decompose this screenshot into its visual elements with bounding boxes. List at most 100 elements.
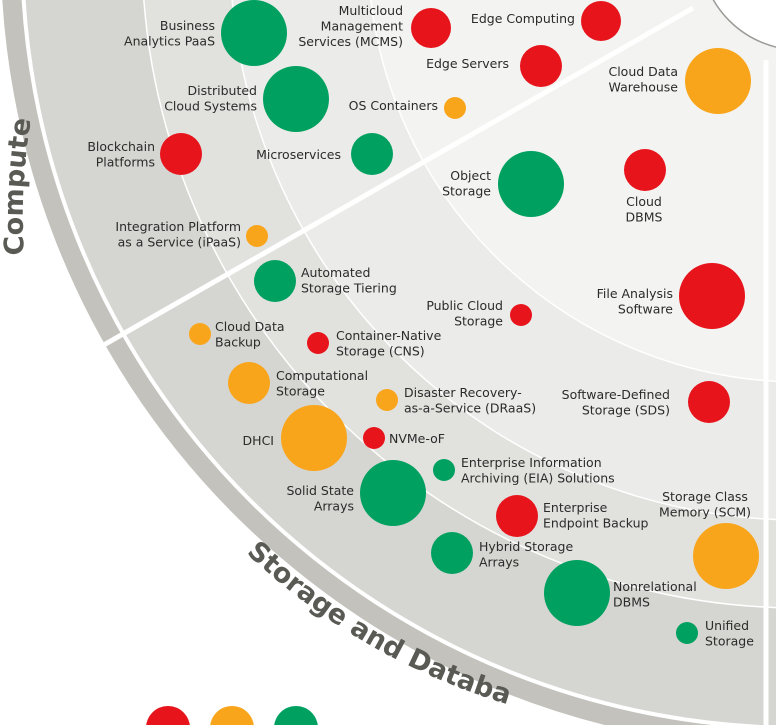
tech-label-line: DHCI bbox=[243, 433, 274, 448]
tech-label: Enterprise Information Archiving (EIA) So… bbox=[461, 455, 615, 486]
tech-dot bbox=[221, 0, 287, 66]
tech-draas: Disaster Recovery-as-a-Service (DRaaS) bbox=[376, 385, 536, 416]
tech-label-line: OS Containers bbox=[349, 98, 438, 113]
tech-dot bbox=[688, 381, 730, 423]
tech-label-line: Multicloud bbox=[339, 3, 403, 18]
tech-edge-servers: Edge Servers bbox=[426, 45, 562, 87]
tech-label-line: Edge Computing bbox=[471, 11, 575, 26]
tech-distributed-cloud-systems: Distributed Cloud Systems bbox=[164, 66, 329, 132]
tech-dot bbox=[581, 1, 621, 41]
tech-dhci: DHCI bbox=[243, 405, 347, 471]
tech-dot bbox=[228, 362, 270, 404]
tech-label-line: Storage bbox=[276, 384, 325, 399]
tech-label: Object Storage bbox=[442, 168, 491, 199]
tech-label: Business Analytics PaaS bbox=[124, 18, 215, 49]
tech-label-line: NVMe-oF bbox=[389, 431, 445, 446]
tech-label-line: Enterprise Information bbox=[461, 455, 602, 470]
tech-label-line: Cloud bbox=[626, 194, 662, 209]
sector-label-compute: Compute bbox=[0, 116, 38, 256]
tech-label-line: Arrays bbox=[314, 499, 354, 514]
tech-label-line: Cloud Data bbox=[608, 64, 678, 79]
tech-label-line: Endpoint Backup bbox=[543, 516, 648, 531]
tech-label-line: Edge Servers bbox=[426, 56, 509, 71]
tech-label-line: Object bbox=[450, 168, 491, 183]
tech-label: Edge Servers bbox=[426, 56, 509, 71]
tech-label-line: Software-Defined bbox=[562, 387, 670, 402]
tech-dot bbox=[160, 133, 202, 175]
tech-label: Nonrelational DBMS bbox=[613, 579, 697, 610]
tech-ipaas: Integration Platform as a Service (iPaaS) bbox=[115, 219, 268, 250]
tech-dot bbox=[254, 260, 296, 302]
tech-label: Blockchain Platforms bbox=[87, 139, 155, 170]
tech-label: Disaster Recovery-as-a-Service (DRaaS) bbox=[404, 385, 536, 416]
ring-inner bbox=[370, 0, 776, 382]
tech-label-line: DBMS bbox=[613, 595, 650, 610]
tech-label-line: Cloud Systems bbox=[164, 99, 257, 114]
tech-dot bbox=[376, 389, 398, 411]
tech-eia-solutions: Enterprise Information Archiving (EIA) So… bbox=[433, 455, 615, 486]
tech-label-line: Integration Platform bbox=[115, 219, 241, 234]
tech-label-line: File Analysis bbox=[597, 286, 673, 301]
tech-hybrid-storage-arrays: Hybrid Storage Arrays bbox=[431, 532, 573, 574]
tech-os-containers: OS Containers bbox=[349, 97, 466, 119]
tech-dot bbox=[685, 48, 751, 114]
tech-label-line: Distributed bbox=[187, 83, 257, 98]
tech-dot bbox=[498, 151, 564, 217]
tech-label-line: Storage bbox=[705, 634, 754, 649]
tech-public-cloud-storage: Public Cloud Storage bbox=[426, 298, 532, 329]
sector-dividers bbox=[58, 5, 769, 725]
tech-label: File Analysis Software bbox=[597, 286, 674, 317]
ring-core bbox=[712, 0, 776, 48]
tech-label-line: Public Cloud bbox=[426, 298, 503, 313]
tech-label-line: Disaster Recovery- bbox=[404, 385, 522, 400]
tech-label: Storage Class Memory (SCM) bbox=[659, 489, 751, 520]
tech-label: Computational Storage bbox=[276, 368, 368, 399]
tech-unified-storage: Unified Storage bbox=[676, 618, 754, 649]
tech-dot bbox=[411, 8, 451, 48]
tech-label-line: Services (MCMS) bbox=[298, 34, 403, 49]
tech-label: Solid State Arrays bbox=[286, 483, 354, 514]
tech-storage-class-memory: Storage Class Memory (SCM) bbox=[659, 489, 759, 589]
tech-label: Public Cloud Storage bbox=[426, 298, 503, 329]
tech-label-line: Computational bbox=[276, 368, 368, 383]
tech-label-line: Automated bbox=[301, 265, 370, 280]
tech-label-line: Management bbox=[321, 19, 403, 34]
tech-dot bbox=[360, 460, 426, 526]
tech-label-line: Storage Tiering bbox=[301, 281, 397, 296]
tech-dot bbox=[431, 532, 473, 574]
tech-label-line: Archiving (EIA) Solutions bbox=[461, 471, 615, 486]
tech-label-line: Microservices bbox=[256, 147, 341, 162]
tech-label-line: Arrays bbox=[479, 555, 519, 570]
tech-label-line: Container-Native bbox=[336, 328, 442, 343]
tech-label: Microservices bbox=[256, 147, 341, 162]
tech-label: Software-Defined Storage (SDS) bbox=[562, 387, 670, 418]
legend-dot-orange bbox=[210, 706, 254, 725]
tech-container-native-storage: Container-Native Storage (CNS) bbox=[307, 328, 442, 359]
tech-dot bbox=[679, 263, 745, 329]
tech-label-line: Unified bbox=[705, 618, 749, 633]
tech-dot bbox=[624, 149, 666, 191]
tech-business-analytics-paas: Business Analytics PaaS bbox=[124, 0, 287, 66]
tech-label-line: Blockchain bbox=[87, 139, 155, 154]
tech-edge-computing: Edge Computing bbox=[471, 1, 621, 41]
tech-dot bbox=[520, 45, 562, 87]
tech-dot bbox=[433, 459, 455, 481]
technology-layer: Business Analytics PaaS Multicloud Manageme… bbox=[87, 0, 759, 649]
tech-software-defined-storage: Software-Defined Storage (SDS) bbox=[562, 381, 730, 423]
tech-label: Distributed Cloud Systems bbox=[164, 83, 257, 114]
tech-dot bbox=[676, 622, 698, 644]
tech-dot bbox=[351, 133, 393, 175]
tech-label-line: Analytics PaaS bbox=[124, 34, 215, 49]
tech-label: Hybrid Storage Arrays bbox=[479, 539, 573, 570]
tech-label-line: Enterprise bbox=[543, 500, 608, 515]
tech-label-line: Backup bbox=[215, 335, 261, 350]
tech-label-line: Memory (SCM) bbox=[659, 505, 751, 520]
tech-label: Enterprise Endpoint Backup bbox=[543, 500, 648, 531]
tech-label: Multicloud Management Services (MCMS) bbox=[298, 3, 403, 49]
tech-nvme-of: NVMe-oF bbox=[363, 427, 445, 449]
tech-dot bbox=[263, 66, 329, 132]
tech-file-analysis-software: File Analysis Software bbox=[597, 263, 745, 329]
tech-dot bbox=[544, 560, 610, 626]
